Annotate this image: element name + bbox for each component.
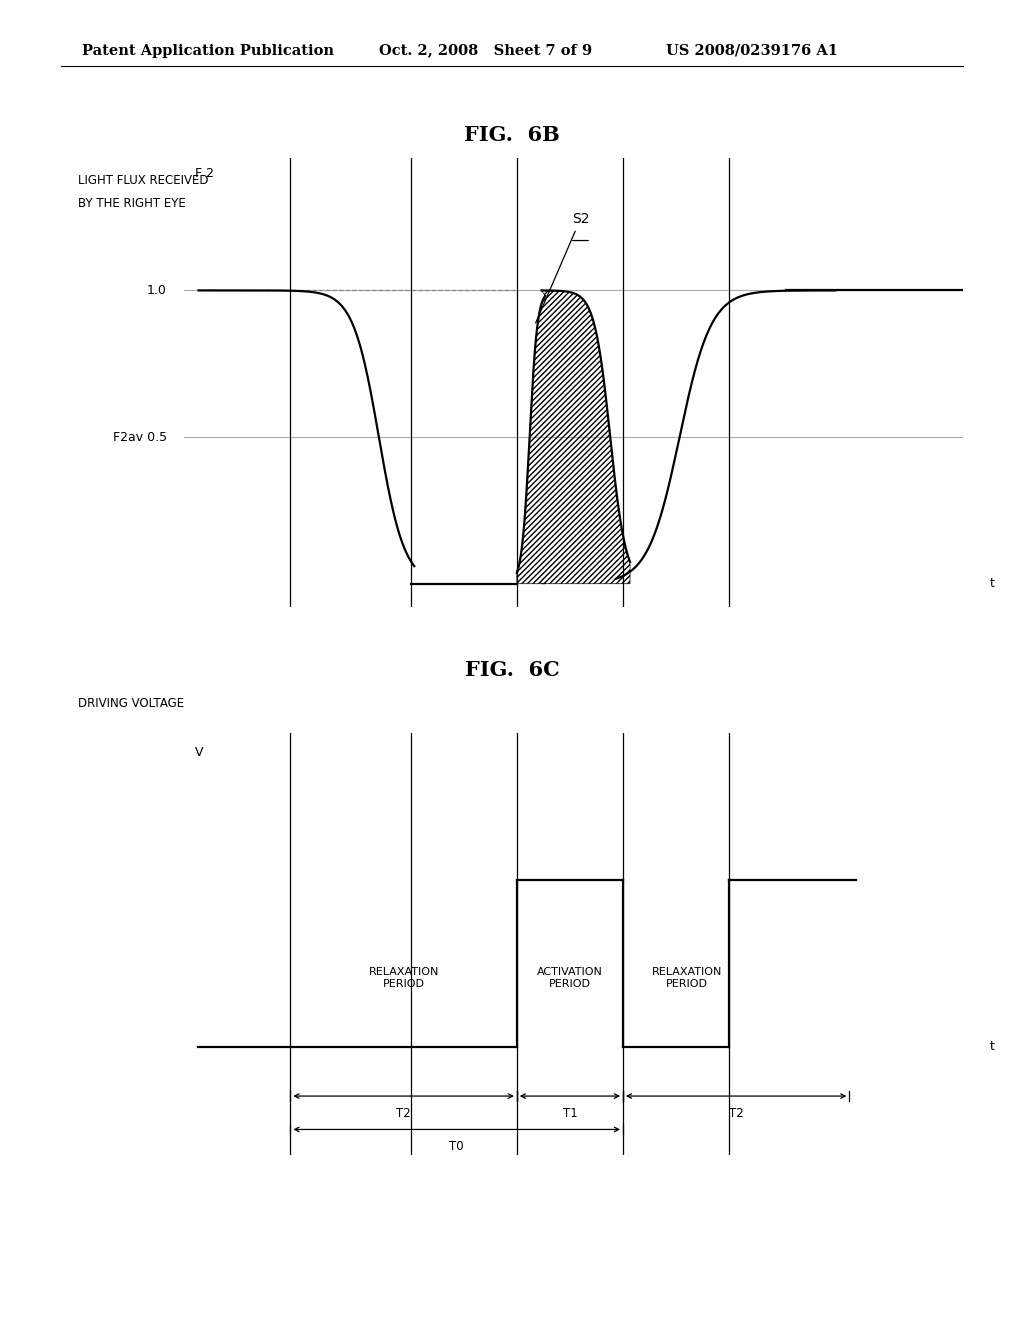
Text: F2av 0.5: F2av 0.5 — [113, 430, 167, 444]
Text: DRIVING VOLTAGE: DRIVING VOLTAGE — [78, 697, 184, 710]
Text: FIG.  6B: FIG. 6B — [464, 125, 560, 145]
Text: RELAXATION
PERIOD: RELAXATION PERIOD — [369, 968, 439, 989]
Text: LIGHT FLUX RECEIVED: LIGHT FLUX RECEIVED — [78, 174, 208, 187]
Text: BY THE RIGHT EYE: BY THE RIGHT EYE — [78, 197, 185, 210]
Text: T0: T0 — [450, 1140, 464, 1154]
Text: T2: T2 — [396, 1107, 411, 1119]
Text: FIG.  6C: FIG. 6C — [465, 660, 559, 680]
Text: ACTIVATION
PERIOD: ACTIVATION PERIOD — [537, 968, 603, 989]
Text: t: t — [989, 1040, 994, 1053]
Text: t: t — [989, 577, 994, 590]
Text: 1.0: 1.0 — [146, 284, 167, 297]
Text: F 2: F 2 — [195, 166, 214, 180]
Text: T2: T2 — [729, 1107, 743, 1119]
Text: Oct. 2, 2008   Sheet 7 of 9: Oct. 2, 2008 Sheet 7 of 9 — [379, 44, 592, 58]
Text: S2: S2 — [536, 213, 589, 323]
Text: RELAXATION
PERIOD: RELAXATION PERIOD — [651, 968, 722, 989]
Text: V: V — [195, 746, 204, 759]
Text: T1: T1 — [562, 1107, 578, 1119]
Text: Patent Application Publication: Patent Application Publication — [82, 44, 334, 58]
Text: US 2008/0239176 A1: US 2008/0239176 A1 — [666, 44, 838, 58]
